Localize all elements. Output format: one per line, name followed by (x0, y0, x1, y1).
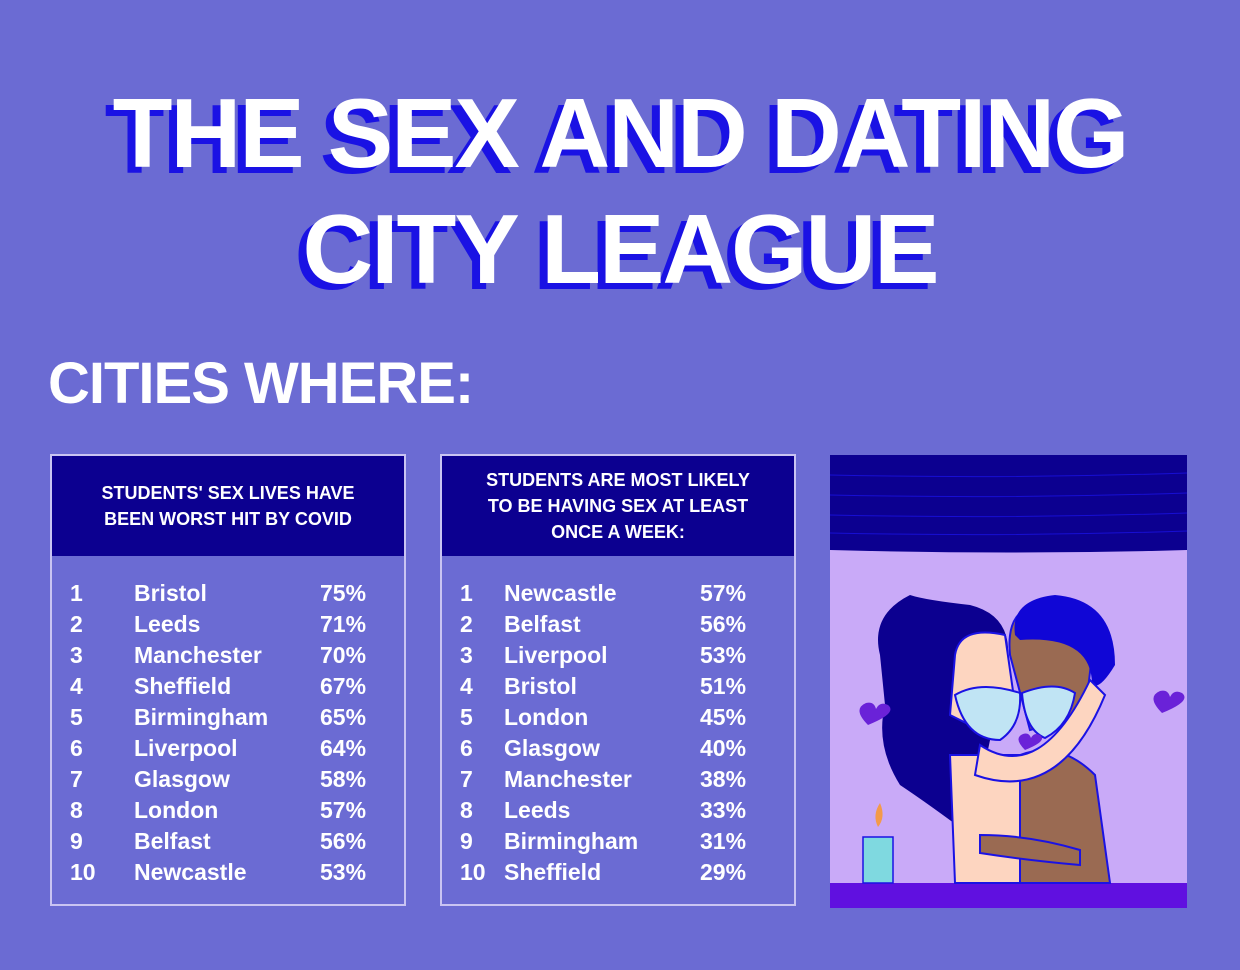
city-cell: Liverpool (504, 642, 608, 668)
subtitle: CITIES WHERE: (48, 351, 474, 416)
rank-cell: 10 (460, 859, 486, 885)
city-cell: Manchester (504, 766, 632, 792)
rank-cell: 8 (70, 797, 83, 823)
rank-cell: 4 (70, 673, 83, 699)
table-row: 7 Glasgow 58% (52, 764, 404, 795)
percent-cell: 71% (320, 611, 367, 637)
city-cell: Leeds (504, 797, 571, 823)
table-row: 2 Leeds 71% (52, 609, 404, 640)
rank-cell: 5 (460, 704, 473, 730)
rank-cell: 1 (70, 580, 83, 606)
percent-cell: 29% (700, 859, 747, 885)
table-row: 3 Liverpool 53% (442, 640, 794, 671)
title-line-2: CITY LEAGUE (302, 194, 939, 304)
table-heading: STUDENTS' SEX LIVES HAVE BEEN WORST HIT … (52, 456, 404, 556)
percent-cell: 40% (700, 735, 747, 761)
rank-cell: 7 (70, 766, 83, 792)
percent-cell: 58% (320, 766, 367, 792)
table-row: 1 Newcastle 57% (442, 578, 794, 609)
rank-cell: 6 (460, 735, 473, 761)
city-cell: Bristol (504, 673, 577, 699)
city-cell: Birmingham (134, 704, 269, 730)
percent-cell: 67% (320, 673, 367, 699)
table-heading: STUDENTS ARE MOST LIKELY TO BE HAVING SE… (442, 456, 794, 556)
title-line-1: THE SEX AND DATING (112, 78, 1130, 188)
masked-couple-illustration (830, 455, 1187, 908)
percent-cell: 53% (320, 859, 367, 885)
city-cell: Birmingham (504, 828, 639, 854)
city-cell: Bristol (134, 580, 207, 606)
table-row: 9 Belfast 56% (52, 826, 404, 857)
table-row: 5 Birmingham 65% (52, 702, 404, 733)
table-row: 4 Bristol 51% (442, 671, 794, 702)
percent-cell: 38% (700, 766, 747, 792)
percent-cell: 45% (700, 704, 747, 730)
table-row: 8 London 57% (52, 795, 404, 826)
percent-cell: 33% (700, 797, 747, 823)
rank-cell: 2 (460, 611, 473, 637)
city-cell: Glasgow (134, 766, 230, 792)
table-row: 9 Birmingham 31% (442, 826, 794, 857)
table-row: 3 Manchester 70% (52, 640, 404, 671)
table-row: 10 Newcastle 53% (52, 857, 404, 888)
table-row: 8 Leeds 33% (442, 795, 794, 826)
percent-cell: 56% (700, 611, 747, 637)
city-cell: Sheffield (504, 859, 602, 885)
city-cell: Manchester (134, 642, 262, 668)
percent-cell: 53% (700, 642, 747, 668)
table-row: 7 Manchester 38% (442, 764, 794, 795)
percent-cell: 70% (320, 642, 367, 668)
table-row: 2 Belfast 56% (442, 609, 794, 640)
percent-cell: 57% (700, 580, 747, 606)
city-cell: Newcastle (134, 859, 247, 885)
percent-cell: 64% (320, 735, 367, 761)
rank-cell: 6 (70, 735, 83, 761)
rank-cell: 3 (460, 642, 473, 668)
rank-cell: 1 (460, 580, 473, 606)
city-cell: Liverpool (134, 735, 238, 761)
city-cell: London (504, 704, 589, 730)
table-row: 5 London 45% (442, 702, 794, 733)
percent-cell: 56% (320, 828, 367, 854)
percent-cell: 65% (320, 704, 367, 730)
rank-cell: 9 (70, 828, 83, 854)
table-row: 6 Liverpool 64% (52, 733, 404, 764)
table-row: 1 Bristol 75% (52, 578, 404, 609)
percent-cell: 31% (700, 828, 747, 854)
rank-cell: 9 (460, 828, 473, 854)
table-row: 10 Sheffield 29% (442, 857, 794, 888)
city-cell: Leeds (134, 611, 201, 637)
rank-cell: 5 (70, 704, 83, 730)
rank-cell: 4 (460, 673, 473, 699)
percent-cell: 75% (320, 580, 367, 606)
rank-cell: 8 (460, 797, 473, 823)
city-cell: Belfast (504, 611, 581, 637)
rank-cell: 7 (460, 766, 473, 792)
percent-cell: 57% (320, 797, 367, 823)
city-cell: London (134, 797, 219, 823)
percent-cell: 51% (700, 673, 747, 699)
city-cell: Glasgow (504, 735, 600, 761)
table-weekly-sex: STUDENTS ARE MOST LIKELY TO BE HAVING SE… (440, 454, 796, 906)
city-cell: Sheffield (134, 673, 232, 699)
city-cell: Newcastle (504, 580, 617, 606)
table-worst-hit: STUDENTS' SEX LIVES HAVE BEEN WORST HIT … (50, 454, 406, 906)
table-row: 6 Glasgow 40% (442, 733, 794, 764)
city-cell: Belfast (134, 828, 211, 854)
table-row: 4 Sheffield 67% (52, 671, 404, 702)
rank-cell: 3 (70, 642, 83, 668)
rank-cell: 2 (70, 611, 83, 637)
rank-cell: 10 (70, 859, 96, 885)
